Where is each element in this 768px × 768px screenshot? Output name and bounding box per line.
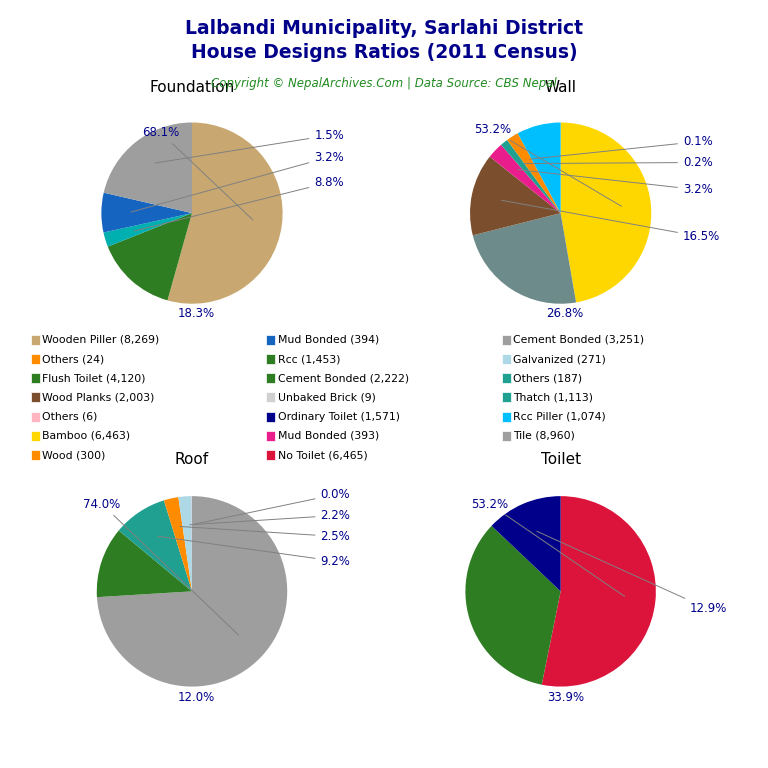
Text: 0.1%: 0.1% xyxy=(530,135,713,159)
Text: Wooden Piller (8,269): Wooden Piller (8,269) xyxy=(42,335,160,345)
Text: 2.2%: 2.2% xyxy=(190,509,350,525)
Text: Cement Bonded (2,222): Cement Bonded (2,222) xyxy=(278,373,409,383)
Wedge shape xyxy=(465,526,561,685)
Text: Galvanized (271): Galvanized (271) xyxy=(513,354,606,364)
Wedge shape xyxy=(101,193,192,233)
Text: 53.2%: 53.2% xyxy=(474,124,621,207)
Text: Unbaked Brick (9): Unbaked Brick (9) xyxy=(278,392,376,402)
Text: Copyright © NepalArchives.Com | Data Source: CBS Nepal: Copyright © NepalArchives.Com | Data Sou… xyxy=(211,77,557,90)
Wedge shape xyxy=(541,496,656,687)
Title: Toilet: Toilet xyxy=(541,452,581,467)
Wedge shape xyxy=(104,214,192,247)
Text: 53.2%: 53.2% xyxy=(471,498,624,597)
Text: 8.8%: 8.8% xyxy=(134,176,344,231)
Wedge shape xyxy=(561,123,651,303)
Text: Others (187): Others (187) xyxy=(513,373,582,383)
Wedge shape xyxy=(108,214,192,300)
Wedge shape xyxy=(104,123,192,214)
Text: Rcc (1,453): Rcc (1,453) xyxy=(278,354,340,364)
Text: 68.1%: 68.1% xyxy=(142,126,253,220)
Text: 33.9%: 33.9% xyxy=(547,691,584,704)
Text: 12.9%: 12.9% xyxy=(537,531,727,615)
Text: Flush Toilet (4,120): Flush Toilet (4,120) xyxy=(42,373,146,383)
Text: 3.2%: 3.2% xyxy=(131,151,344,212)
Text: Others (24): Others (24) xyxy=(42,354,104,364)
Text: 2.5%: 2.5% xyxy=(180,527,350,543)
Wedge shape xyxy=(473,214,576,303)
Title: Roof: Roof xyxy=(175,452,209,467)
Wedge shape xyxy=(167,123,283,303)
Wedge shape xyxy=(501,140,561,214)
Title: Wall: Wall xyxy=(545,80,577,94)
Text: Mud Bonded (394): Mud Bonded (394) xyxy=(278,335,379,345)
Wedge shape xyxy=(470,157,561,235)
Text: 3.2%: 3.2% xyxy=(518,170,713,196)
Text: Wood (300): Wood (300) xyxy=(42,450,105,460)
Text: Tile (8,960): Tile (8,960) xyxy=(513,431,575,441)
Text: 26.8%: 26.8% xyxy=(547,307,584,320)
Wedge shape xyxy=(490,145,561,214)
Wedge shape xyxy=(507,134,561,214)
Wedge shape xyxy=(178,496,192,591)
Text: Others (6): Others (6) xyxy=(42,412,98,422)
Text: Ordinary Toilet (1,571): Ordinary Toilet (1,571) xyxy=(278,412,399,422)
Text: Bamboo (6,463): Bamboo (6,463) xyxy=(42,431,131,441)
Text: Lalbandi Municipality, Sarlahi District
House Designs Ratios (2011 Census): Lalbandi Municipality, Sarlahi District … xyxy=(185,19,583,61)
Wedge shape xyxy=(119,501,192,591)
Text: Wood Planks (2,003): Wood Planks (2,003) xyxy=(42,392,154,402)
Text: Cement Bonded (3,251): Cement Bonded (3,251) xyxy=(513,335,644,345)
Text: 0.2%: 0.2% xyxy=(524,156,713,169)
Text: 12.0%: 12.0% xyxy=(178,691,215,704)
Wedge shape xyxy=(97,531,192,598)
Text: 1.5%: 1.5% xyxy=(155,129,344,163)
Text: 9.2%: 9.2% xyxy=(157,536,350,568)
Text: Rcc Piller (1,074): Rcc Piller (1,074) xyxy=(513,412,606,422)
Text: 0.0%: 0.0% xyxy=(194,488,350,524)
Wedge shape xyxy=(164,497,192,591)
Wedge shape xyxy=(97,496,287,687)
Wedge shape xyxy=(518,123,561,214)
Text: Mud Bonded (393): Mud Bonded (393) xyxy=(278,431,379,441)
Text: Thatch (1,113): Thatch (1,113) xyxy=(513,392,593,402)
Text: No Toilet (6,465): No Toilet (6,465) xyxy=(278,450,367,460)
Title: Foundation: Foundation xyxy=(149,80,235,94)
Wedge shape xyxy=(492,496,561,591)
Text: 74.0%: 74.0% xyxy=(83,498,239,635)
Text: 18.3%: 18.3% xyxy=(178,307,215,320)
Text: 16.5%: 16.5% xyxy=(502,200,720,243)
